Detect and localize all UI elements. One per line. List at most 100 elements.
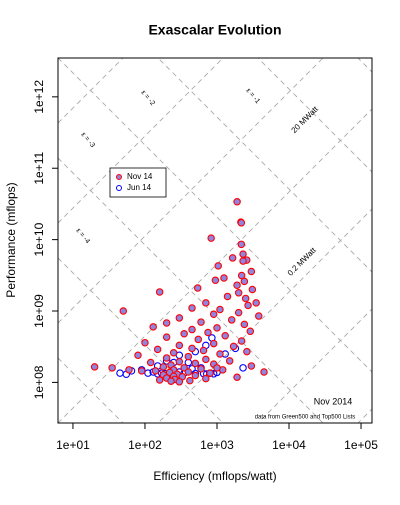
guide-line (58, 58, 224, 224)
point (254, 312, 263, 320)
guide-lines (58, 0, 400, 500)
point (134, 351, 142, 360)
point (199, 346, 208, 355)
guide-line (58, 0, 400, 23)
point (247, 362, 256, 370)
x-tick-label: 1e+03 (200, 438, 234, 452)
guide-line (157, 58, 372, 273)
point (167, 377, 175, 385)
y-tick-label: 1e+11 (32, 151, 46, 184)
guide-line (58, 58, 324, 324)
point (244, 301, 252, 310)
point (162, 333, 171, 341)
point (228, 254, 237, 262)
point (220, 274, 228, 282)
x-tick-label: 1e+02 (128, 438, 162, 452)
point (202, 374, 210, 383)
legend-label: Nov 14 (127, 172, 153, 181)
point (188, 325, 196, 334)
point (159, 363, 168, 371)
point (260, 368, 268, 376)
point (209, 310, 218, 319)
guide-line (157, 208, 372, 423)
point (234, 289, 243, 297)
point (241, 294, 250, 303)
point (233, 373, 241, 382)
point (240, 277, 249, 286)
guide-line (58, 58, 124, 124)
point (125, 366, 133, 374)
point (211, 276, 220, 284)
point (202, 299, 210, 307)
point (144, 369, 152, 377)
point (153, 345, 162, 354)
point (247, 267, 256, 276)
point (243, 347, 251, 356)
point (141, 338, 149, 347)
point (197, 318, 205, 326)
point (169, 349, 178, 357)
point (213, 324, 221, 332)
point (239, 364, 247, 372)
y-tick-label: 1e+12 (32, 80, 46, 114)
point (155, 288, 164, 296)
point (223, 292, 232, 301)
point (248, 285, 257, 294)
x-tick-label: 1e+01 (56, 438, 90, 452)
point (239, 257, 247, 265)
point (207, 234, 215, 242)
guide-line (58, 108, 372, 423)
y-tick-label: 1e+08 (32, 365, 46, 399)
annotation: ε = -3 (79, 131, 96, 149)
plot-frame (57, 57, 373, 424)
guide-line (357, 58, 372, 73)
point (191, 371, 200, 380)
point (240, 320, 249, 329)
point (216, 350, 224, 358)
y-tick-label: 1e+10 (32, 222, 46, 256)
point (90, 363, 99, 371)
legend-marker (116, 185, 122, 191)
guide-line (58, 423, 400, 500)
legend-marker (116, 174, 122, 180)
point (214, 262, 222, 270)
annotation: data from Green500 and Top500 Lists (255, 415, 356, 421)
point (186, 376, 194, 385)
annotation: 20 MWatt (290, 104, 321, 135)
point (246, 327, 255, 336)
point (151, 367, 160, 375)
point (206, 369, 214, 377)
annotation: 0.2 MWatt (286, 245, 318, 277)
annotation: ε = -4 (74, 227, 91, 245)
point (162, 354, 171, 362)
point (237, 271, 246, 280)
guide-line (58, 157, 324, 423)
point (204, 328, 212, 337)
point (149, 323, 157, 331)
guide-line (257, 308, 372, 423)
point (188, 344, 196, 353)
point (175, 357, 184, 366)
point (237, 337, 246, 345)
point (213, 364, 221, 372)
point (180, 330, 188, 338)
point (252, 299, 260, 307)
point (216, 305, 224, 314)
y-axis-label: Performance (mflops) (4, 182, 18, 297)
x-tick-label: 1e+04 (272, 438, 306, 452)
point (162, 319, 171, 327)
point (184, 368, 193, 376)
point (237, 219, 246, 227)
point (193, 284, 202, 292)
y-tick-label: 1e+09 (32, 294, 46, 328)
point (194, 335, 203, 344)
guide-line (257, 58, 372, 173)
annotation: ε = -1 (244, 87, 261, 105)
chart-title: Exascalar Evolution (148, 22, 281, 38)
point (119, 307, 128, 315)
x-tick-label: 1e+05 (344, 438, 378, 452)
annotation: ε = -2 (139, 89, 156, 107)
point (188, 304, 196, 312)
legend-label: Jun 14 (127, 183, 152, 192)
